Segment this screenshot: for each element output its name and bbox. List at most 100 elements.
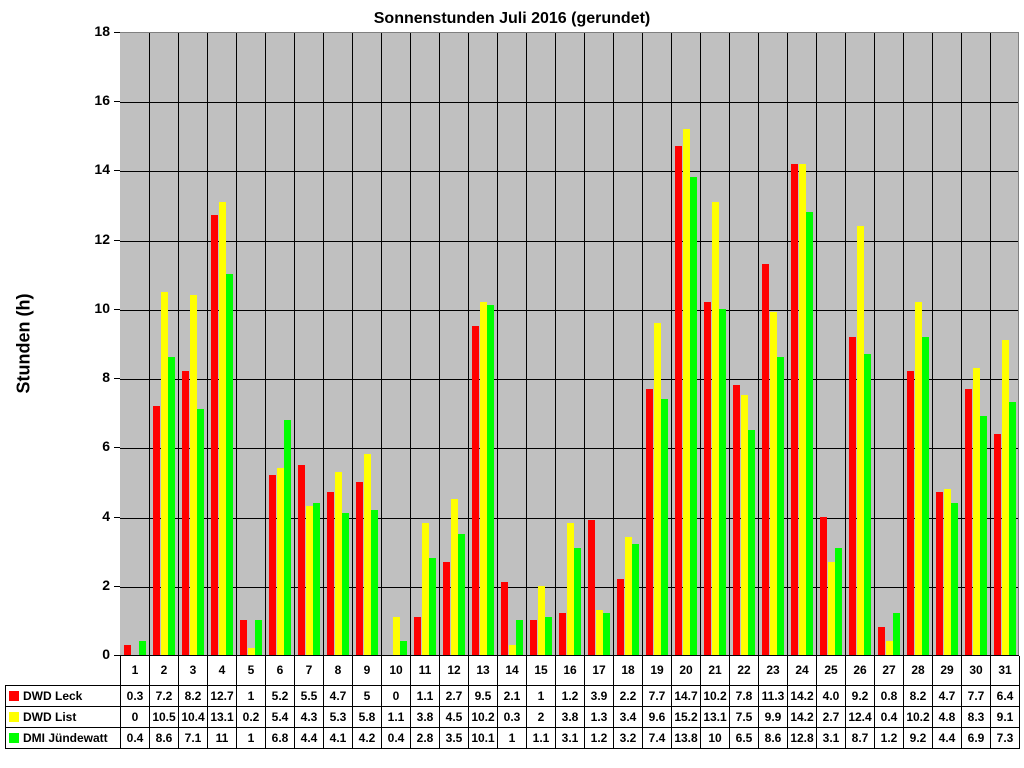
bar-dwd-list (944, 488, 951, 655)
y-tick-label: 4 (102, 507, 110, 524)
bar-dwd-list (306, 506, 313, 655)
table-cell: 14.7 (671, 684, 701, 707)
bar-dmi-j-ndewatt (429, 558, 436, 655)
bar-dwd-leck (646, 388, 653, 655)
table-cell: 0.4 (120, 726, 150, 749)
legend-entry: DWD List (5, 705, 121, 728)
bar-dwd-list (190, 295, 197, 655)
bar-dwd-list (538, 585, 545, 655)
table-cell: 8.6 (758, 726, 788, 749)
bar-dwd-leck (704, 301, 711, 655)
y-tick-mark (114, 585, 120, 587)
table-cell: 7.7 (961, 684, 991, 707)
bar-dwd-list (422, 523, 429, 655)
table-cell: 7.4 (642, 726, 672, 749)
h-gridline (120, 102, 1018, 104)
table-cell: 8.6 (149, 726, 179, 749)
table-cell: 1 (236, 726, 266, 749)
bar-dwd-list (567, 523, 574, 655)
v-gridline (700, 33, 701, 655)
bar-dwd-list (683, 128, 690, 655)
v-gridline (932, 33, 933, 655)
table-cell: 7.1 (178, 726, 208, 749)
bar-dmi-j-ndewatt (371, 509, 378, 655)
bar-dwd-list (654, 322, 661, 655)
v-gridline (236, 33, 237, 655)
bar-dmi-j-ndewatt (226, 274, 233, 655)
table-cell: 14.2 (787, 705, 817, 728)
x-category-label: 14 (497, 656, 527, 686)
v-gridline (584, 33, 585, 655)
table-cell: 2 (526, 705, 556, 728)
v-gridline (758, 33, 759, 655)
v-gridline (381, 33, 382, 655)
bar-dmi-j-ndewatt (719, 308, 726, 655)
table-cell: 5.5 (294, 684, 324, 707)
table-cell: 7.2 (149, 684, 179, 707)
x-category-label: 5 (236, 656, 266, 686)
y-tick-mark (114, 308, 120, 310)
table-cell: 4.5 (439, 705, 469, 728)
y-tick-mark (114, 239, 120, 241)
bar-dwd-leck (443, 561, 450, 655)
table-cell: 4.3 (294, 705, 324, 728)
bar-dwd-leck (182, 371, 189, 655)
v-gridline (874, 33, 875, 655)
bar-dwd-leck (588, 520, 595, 655)
table-cell: 9.2 (845, 684, 875, 707)
bar-dwd-leck (327, 492, 334, 655)
table-cell: 2.1 (497, 684, 527, 707)
bar-dwd-list (248, 648, 255, 655)
bar-dwd-leck (530, 620, 537, 655)
y-tick-mark (114, 655, 120, 656)
table-cell: 3.9 (584, 684, 614, 707)
v-gridline (323, 33, 324, 655)
plot-area (120, 32, 1019, 655)
h-gridline (120, 379, 1018, 381)
bar-dwd-leck (617, 578, 624, 655)
bar-dmi-j-ndewatt (603, 613, 610, 655)
bar-dmi-j-ndewatt (922, 336, 929, 655)
table-cell: 13.8 (671, 726, 701, 749)
bar-dwd-list (828, 561, 835, 655)
bar-dmi-j-ndewatt (255, 620, 262, 655)
x-category-label: 18 (613, 656, 643, 686)
bar-dmi-j-ndewatt (893, 613, 900, 655)
legend-label: DMI Jündewatt (23, 730, 108, 745)
table-cell: 12.7 (207, 684, 237, 707)
v-gridline (816, 33, 817, 655)
bar-dmi-j-ndewatt (342, 513, 349, 655)
bar-dwd-leck (994, 433, 1001, 655)
bar-dwd-list (335, 471, 342, 655)
v-gridline (671, 33, 672, 655)
v-gridline (787, 33, 788, 655)
bar-dwd-list (219, 201, 226, 655)
table-cell: 2.8 (410, 726, 440, 749)
bar-dmi-j-ndewatt (545, 616, 552, 655)
bar-dwd-list (451, 499, 458, 655)
table-cell: 12.4 (845, 705, 875, 728)
y-tick-label: 16 (94, 92, 110, 109)
data-table: 1 2 3 4 5 6 7 8 9 10 11 12 13 14 15 16 17 18 19 20 21 22 23 24 2… (5, 656, 1020, 749)
h-gridline (120, 171, 1018, 173)
bar-dwd-list (625, 537, 632, 655)
x-category-label: 23 (758, 656, 788, 686)
table-cell: 5.2 (265, 684, 295, 707)
table-cell: 7.5 (729, 705, 759, 728)
table-cell: 3.5 (439, 726, 469, 749)
bar-dwd-list (712, 201, 719, 655)
bar-dwd-leck (791, 163, 798, 655)
bar-dwd-list (364, 454, 371, 655)
bar-dwd-list (973, 367, 980, 655)
y-axis-label: Stunden (h) (13, 293, 34, 394)
table-row: DWD List 0 10.5 10.4 13.1 0.2 5.4 4.3 5.3 5.8 1.1 3… (5, 705, 1020, 728)
table-cell: 6.8 (265, 726, 295, 749)
table-cell: 10.2 (903, 705, 933, 728)
table-cell: 8.7 (845, 726, 875, 749)
y-tick-label: 8 (102, 369, 110, 386)
table-cell: 1.2 (555, 684, 585, 707)
x-category-label: 24 (787, 656, 817, 686)
y-tick-label: 2 (102, 576, 110, 593)
x-category-label: 16 (555, 656, 585, 686)
x-category-label: 25 (816, 656, 846, 686)
